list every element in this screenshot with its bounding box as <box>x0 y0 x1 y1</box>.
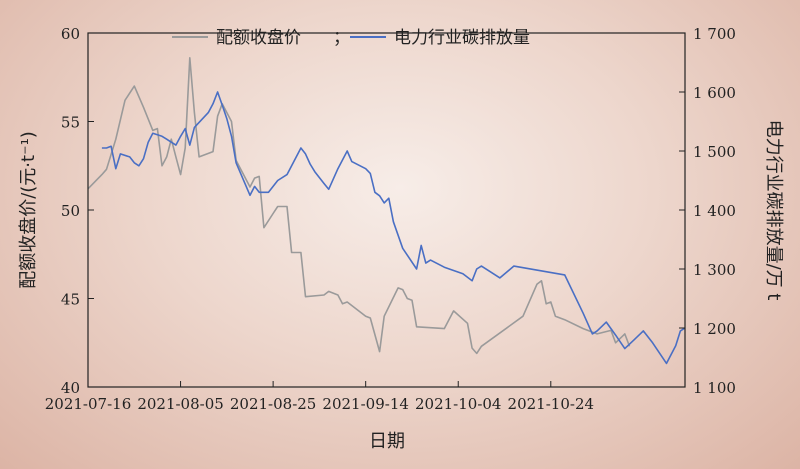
left-tick-label: 40 <box>61 379 80 397</box>
series-line-price <box>87 56 631 355</box>
left-axis: 40 45 50 55 60 <box>61 25 94 397</box>
x-tick-label: 2021-08-25 <box>230 395 316 413</box>
right-tick-label: 1 100 <box>693 379 736 397</box>
legend-separator: ； <box>333 28 350 48</box>
right-axis-title: 电力行业碳排放量/万 t <box>763 120 784 301</box>
legend-label-emission: 电力行业碳排放量 <box>394 28 530 48</box>
x-tick-label: 2021-10-04 <box>415 395 501 413</box>
left-tick-label: 50 <box>61 202 80 220</box>
right-axis: 1 100 1 200 1 300 1 400 1 500 1 600 1 700 <box>679 25 736 397</box>
x-tick-label: 2021-08-05 <box>137 395 223 413</box>
right-tick-label: 1 700 <box>693 25 736 43</box>
right-tick-label: 1 300 <box>693 261 736 279</box>
right-tick-label: 1 200 <box>693 320 736 338</box>
right-tick-label: 1 500 <box>693 143 736 161</box>
x-tick-label: 2021-07-16 <box>45 395 131 413</box>
left-tick-label: 60 <box>61 25 80 43</box>
x-tick-label: 2021-10-24 <box>508 395 594 413</box>
left-tick-label: 45 <box>61 291 80 309</box>
series-line-emission <box>101 91 686 365</box>
left-axis-title: 配额收盘价/(元·t⁻¹) <box>18 131 39 289</box>
right-tick-label: 1 600 <box>693 84 736 102</box>
plot-lines <box>87 56 686 365</box>
x-axis: 2021-07-16 2021-08-05 2021-08-25 2021-09-14… <box>45 381 594 413</box>
x-axis-title: 日期 <box>369 431 405 452</box>
left-tick-label: 55 <box>61 114 80 132</box>
right-tick-label: 1 400 <box>693 202 736 220</box>
legend: 配额收盘价 ； 电力行业碳排放量 <box>172 28 530 48</box>
x-tick-label: 2021-09-14 <box>322 395 408 413</box>
legend-label-price: 配额收盘价 <box>216 28 301 48</box>
